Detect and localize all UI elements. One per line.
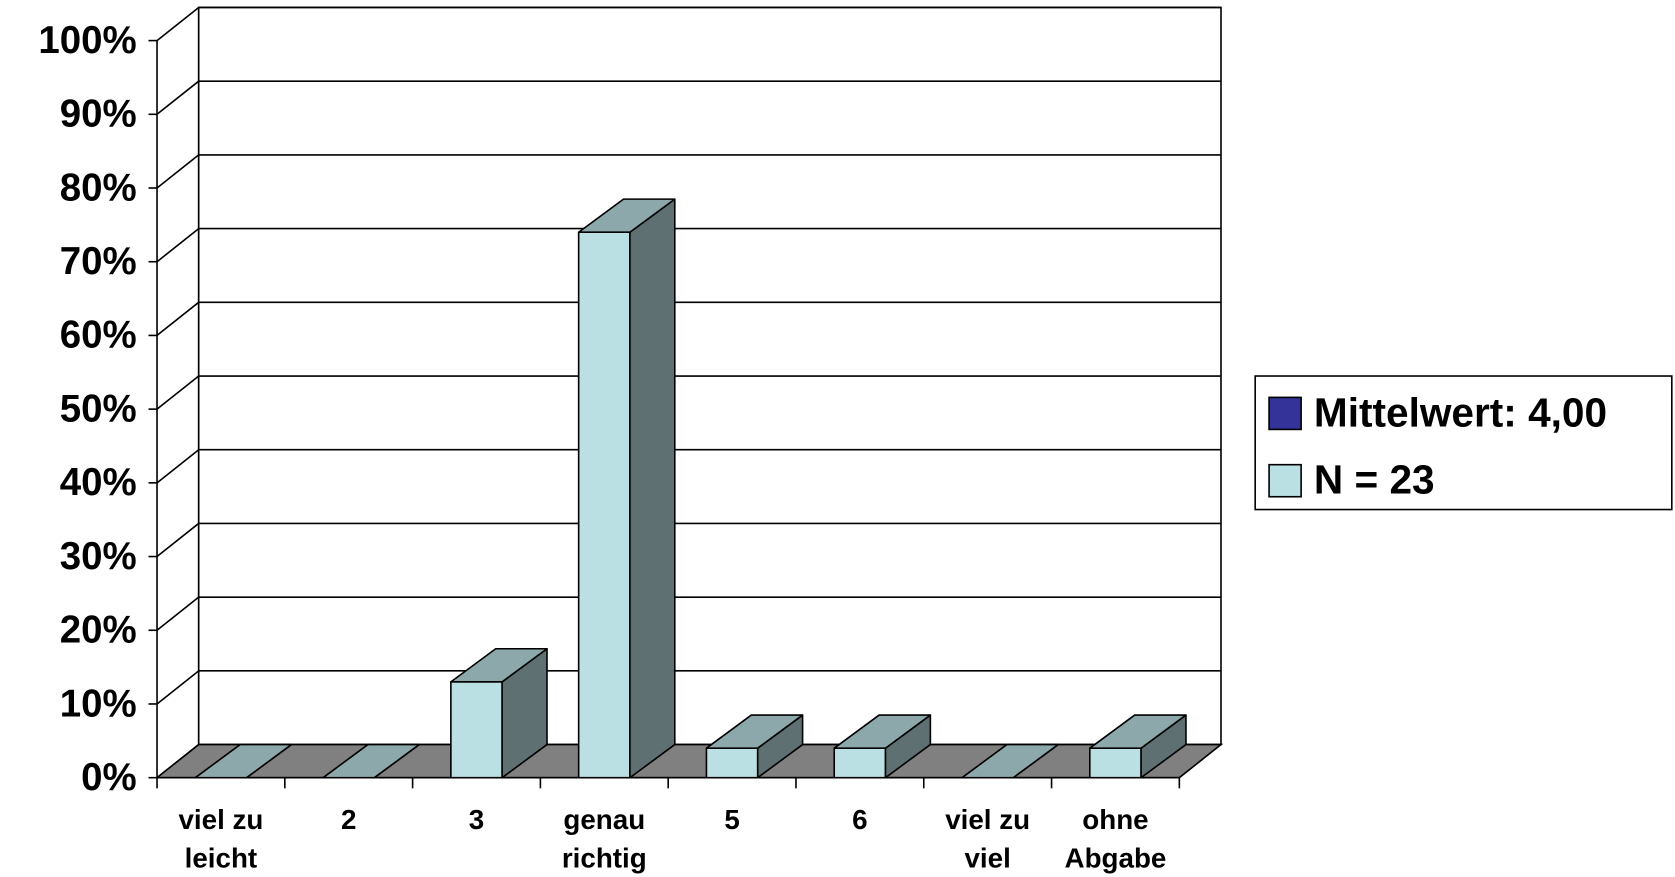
legend: Mittelwert: 4,00 N = 23 — [1254, 375, 1673, 511]
bar-side — [629, 198, 676, 779]
bar — [577, 198, 676, 779]
y-tick-label: 90% — [60, 93, 137, 136]
legend-label: Mittelwert: 4,00 — [1314, 389, 1607, 435]
y-tick-label: 20% — [60, 609, 137, 652]
legend-swatch — [1268, 463, 1302, 498]
bar-front — [450, 681, 503, 779]
bar-front — [1089, 747, 1142, 779]
bar — [322, 743, 421, 779]
y-tick-label: 40% — [60, 461, 137, 504]
side-grid-line — [156, 449, 200, 484]
side-grid-line — [156, 301, 200, 337]
legend-label: N = 23 — [1314, 457, 1435, 503]
y-tick-label: 100% — [38, 19, 136, 62]
bar — [961, 743, 1059, 779]
floor — [154, 743, 1224, 779]
x-tick-label: viel zu leicht — [178, 803, 264, 874]
side-grid-line — [156, 375, 200, 410]
y-tick-label: 30% — [60, 535, 137, 578]
legend-box — [1254, 375, 1673, 511]
side-grid-line — [156, 80, 200, 115]
side-grid-line — [156, 227, 200, 263]
bar-top — [577, 198, 676, 234]
bar-top — [322, 743, 421, 779]
x-tick-label: 3 — [468, 803, 485, 836]
side-grid-line — [156, 670, 200, 705]
y-tick-label: 50% — [60, 387, 137, 430]
legend-swatch — [1268, 396, 1302, 431]
bar-front — [577, 231, 631, 779]
bar — [833, 714, 932, 779]
bar-top — [194, 743, 293, 779]
x-tick-label: 5 — [724, 803, 740, 836]
bar-top — [1089, 714, 1187, 749]
bar — [450, 647, 548, 779]
side-grid-line — [156, 522, 200, 558]
x-tick-label: 6 — [852, 803, 868, 836]
bar-top — [961, 743, 1059, 779]
side-grid-line — [156, 6, 200, 42]
y-tick-label: 80% — [60, 166, 137, 209]
bar-front — [833, 747, 887, 779]
y-tick-label: 0% — [81, 756, 137, 799]
bar — [705, 714, 804, 779]
y-tick-label: 60% — [60, 314, 137, 357]
bar-top — [705, 714, 804, 749]
bar — [1089, 714, 1187, 779]
bar-front — [705, 747, 759, 779]
y-tick-label: 70% — [60, 240, 137, 283]
x-tick-label: genau richtig — [561, 803, 647, 874]
side-grid-line — [156, 154, 200, 189]
x-tick-label: ohne Abgabe — [1064, 803, 1167, 874]
x-tick-label: viel zu viel — [945, 803, 1031, 874]
y-tick-label: 10% — [60, 682, 137, 725]
bar-top — [833, 714, 932, 749]
x-tick-label: 2 — [340, 803, 357, 836]
side-grid-line — [156, 596, 200, 631]
bar-top — [450, 647, 548, 683]
bar — [194, 743, 293, 779]
